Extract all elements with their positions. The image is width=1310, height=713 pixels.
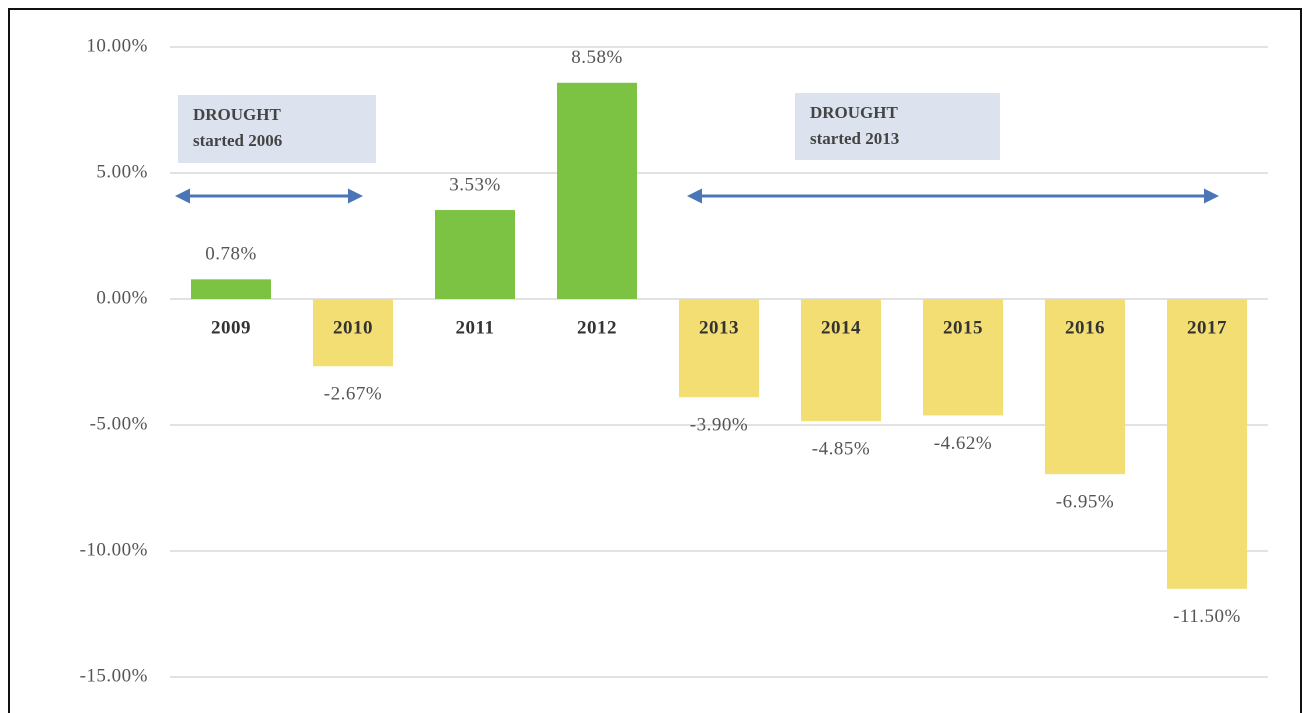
bar: [1045, 299, 1125, 475]
value-label: -3.90%: [690, 415, 748, 436]
value-label: 0.78%: [205, 244, 257, 265]
y-tick-label: 0.00%: [96, 287, 148, 308]
value-label: -2.67%: [324, 384, 382, 405]
y-tick-label: -5.00%: [90, 413, 148, 434]
x-tick-label: 2012: [577, 317, 617, 338]
bar: [557, 82, 637, 299]
value-label: -4.85%: [812, 439, 870, 460]
y-tick-label: -15.00%: [80, 665, 148, 686]
bar: [191, 279, 271, 299]
bar: [313, 299, 393, 367]
annotation-text: DROUGHT: [193, 105, 282, 124]
bar: [435, 210, 515, 299]
annotation-text: started 2013: [810, 129, 899, 148]
x-tick-label: 2014: [821, 317, 861, 338]
annotation-text: started 2006: [193, 131, 282, 150]
x-tick-label: 2016: [1065, 317, 1105, 338]
x-tick-label: 2013: [699, 317, 739, 338]
bar: [1167, 299, 1247, 589]
annotation-box: [795, 93, 1000, 160]
x-tick-label: 2010: [333, 317, 373, 338]
annotation-text: DROUGHT: [810, 103, 899, 122]
bars: [191, 82, 1247, 589]
annotation-box: [178, 95, 376, 163]
x-tick-label: 2011: [456, 317, 495, 338]
frame: [8, 8, 1302, 713]
value-label: 8.58%: [571, 47, 623, 68]
bar: [923, 299, 1003, 416]
value-label: 3.53%: [449, 174, 501, 195]
value-label: -4.62%: [934, 433, 992, 454]
bar: [801, 299, 881, 422]
value-label: -11.50%: [1173, 606, 1241, 627]
x-tick-label: 2015: [943, 317, 983, 338]
x-tick-label: 2009: [211, 317, 251, 338]
value-label: -6.95%: [1056, 491, 1114, 512]
labels: 10.00% 5.00% 0.00% -5.00% -10.00% -15.00% 0.78…: [80, 35, 1241, 686]
y-tick-label: 10.00%: [86, 35, 148, 56]
bar: [679, 299, 759, 398]
y-tick-label: -10.00%: [80, 539, 148, 560]
x-tick-label: 2017: [1187, 317, 1227, 338]
y-tick-label: 5.00%: [96, 161, 148, 182]
